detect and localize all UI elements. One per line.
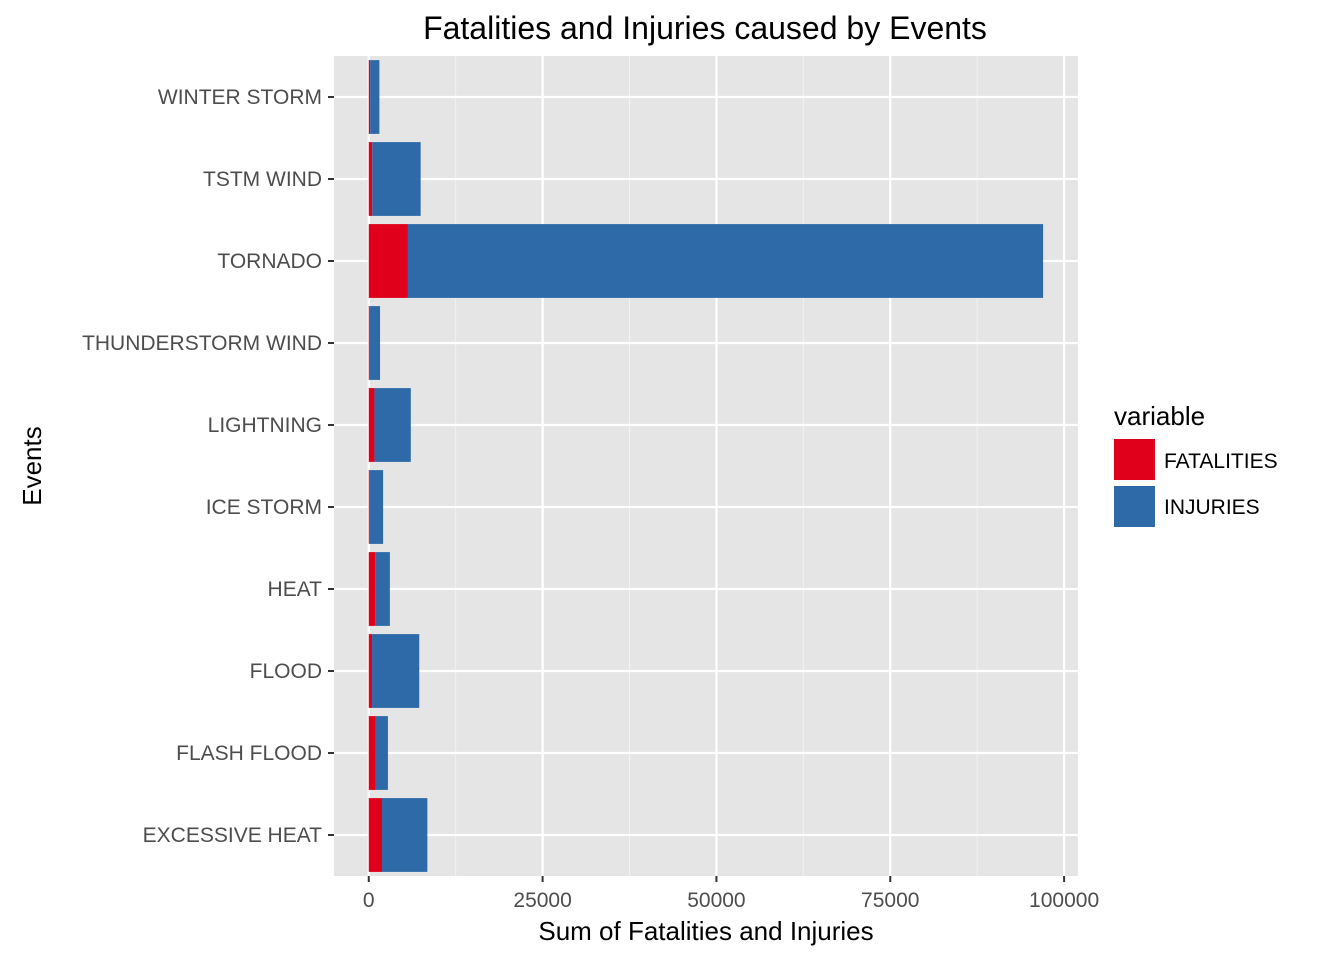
bar-fatalities-heat	[368, 552, 376, 626]
y-tick-label: FLASH FLOOD	[176, 742, 322, 765]
bars	[368, 60, 1044, 872]
legend-label-fatalities: FATALITIES	[1164, 450, 1278, 473]
y-tick-label: LIGHTNING	[208, 414, 322, 437]
legend: variable FATALITIES INJURIES	[1114, 401, 1278, 527]
y-tick-label: FLOOD	[250, 660, 322, 683]
y-tick-label: WINTER STORM	[158, 86, 322, 109]
bar-fatalities-winter-storm	[368, 60, 371, 134]
y-tick-label: TSTM WIND	[203, 168, 322, 191]
bar-fatalities-thunderstorm-wind	[368, 306, 370, 380]
bar-injuries-thunderstorm-wind	[369, 306, 381, 380]
y-axis-title: Events	[17, 426, 47, 506]
x-tick-label: 0	[363, 889, 375, 912]
x-tick-label: 25000	[513, 889, 571, 912]
bar-fatalities-tstm-wind	[368, 142, 373, 216]
plot-panel	[334, 56, 1078, 876]
chart-title: Fatalities and Injuries caused by Events	[423, 10, 987, 46]
y-tick-label: ICE STORM	[206, 496, 322, 519]
bar-fatalities-excessive-heat	[368, 798, 382, 872]
bar-fatalities-tornado	[368, 224, 408, 298]
x-tick-label: 100000	[1029, 889, 1099, 912]
x-axis: 0 25000 50000 75000 100000	[363, 876, 1099, 912]
bar-fatalities-flash-flood	[368, 716, 376, 790]
x-tick-label: 50000	[687, 889, 745, 912]
y-tick-label: HEAT	[268, 578, 323, 601]
bar-injuries-ice-storm	[369, 470, 384, 544]
bar-fatalities-lightning	[368, 388, 375, 462]
bar-injuries-flash-flood	[375, 716, 388, 790]
bar-injuries-heat	[375, 552, 390, 626]
legend-key-fatalities	[1114, 439, 1155, 480]
bar-fatalities-ice-storm	[368, 470, 370, 544]
x-axis-title: Sum of Fatalities and Injuries	[538, 916, 873, 946]
bar-injuries-lightning	[374, 388, 411, 462]
legend-label-injuries: INJURIES	[1164, 496, 1260, 519]
y-axis: EXCESSIVE HEAT FLASH FLOOD FLOOD HEAT ICE ST…	[82, 86, 334, 847]
grid-major	[334, 56, 1078, 876]
grid-minor	[455, 56, 978, 876]
x-tick-label: 75000	[861, 889, 919, 912]
bar-injuries-tornado	[407, 224, 1044, 298]
y-tick-label: TORNADO	[217, 250, 322, 273]
bar-injuries-excessive-heat	[381, 798, 428, 872]
bar-fatalities-flood	[368, 634, 373, 708]
y-tick-label: EXCESSIVE HEAT	[143, 824, 323, 847]
bar-injuries-flood	[372, 634, 420, 708]
y-tick-label: THUNDERSTORM WIND	[82, 332, 322, 355]
bar-injuries-tstm-wind	[372, 142, 421, 216]
bar-injuries-winter-storm	[370, 60, 380, 134]
legend-key-injuries	[1114, 486, 1155, 527]
legend-title: variable	[1114, 401, 1205, 431]
